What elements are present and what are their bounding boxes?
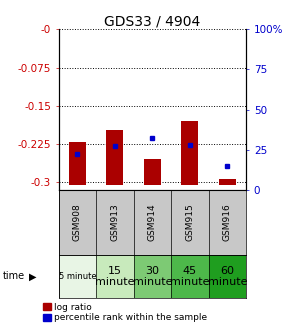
Text: 30
minute: 30 minute [133,266,172,287]
Bar [171,255,209,298]
Bar [106,129,123,184]
Title: GDS33 / 4904: GDS33 / 4904 [104,14,200,28]
Bar [96,255,134,298]
Bar [219,180,236,184]
Text: 45
minute: 45 minute [170,266,209,287]
Bar [181,121,198,184]
Text: 60
minute: 60 minute [208,266,247,287]
Text: 5 minute: 5 minute [59,272,96,281]
Text: ▶: ▶ [29,271,37,281]
Text: 15
minute: 15 minute [95,266,134,287]
Text: GSM915: GSM915 [185,203,194,241]
Bar [144,159,161,184]
Bar [69,142,86,184]
Text: GSM908: GSM908 [73,203,82,241]
Bar [59,255,96,298]
Text: GSM914: GSM914 [148,203,157,241]
Text: GSM913: GSM913 [110,203,119,241]
Bar [209,255,246,298]
Legend: log ratio, percentile rank within the sample: log ratio, percentile rank within the sa… [42,303,207,322]
Text: GSM916: GSM916 [223,203,232,241]
Bar [134,255,171,298]
Text: time: time [3,271,25,281]
